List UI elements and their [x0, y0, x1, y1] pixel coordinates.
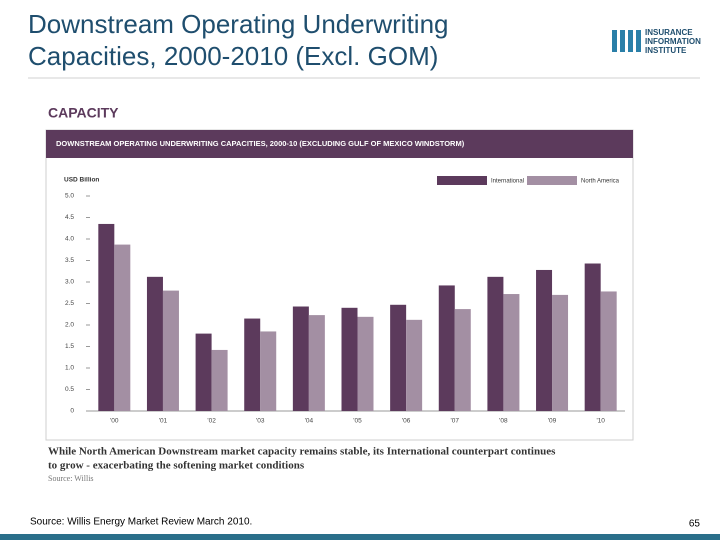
- y-tick-label: 0: [70, 408, 74, 415]
- logo: INSURANCE INFORMATION INSTITUTE: [612, 28, 701, 55]
- y-tick-label: 2.0: [65, 322, 74, 329]
- caption: to grow - exacerbating the softening mar…: [48, 460, 305, 472]
- y-axis-label: USD Billion: [64, 177, 99, 184]
- x-tick-label: '08: [499, 418, 508, 425]
- bar: [552, 294, 569, 411]
- bar: [503, 294, 520, 411]
- bar: [244, 318, 261, 411]
- x-tick-label: '03: [256, 418, 265, 425]
- bar: [260, 331, 277, 411]
- y-tick-label: 2.5: [65, 300, 74, 307]
- bar: [438, 285, 455, 411]
- bar: [536, 269, 553, 411]
- bar: [98, 223, 115, 411]
- x-tick-label: '06: [402, 418, 411, 425]
- logo-bar: [612, 30, 617, 52]
- logo-text: INFORMATION: [645, 37, 701, 46]
- chart-header: [46, 130, 633, 158]
- chart-title: DOWNSTREAM OPERATING UNDERWRITING CAPACI…: [56, 139, 465, 148]
- legend-swatch: [527, 176, 577, 185]
- bar: [195, 333, 212, 411]
- bar: [600, 291, 617, 411]
- logo-bar: [636, 30, 641, 52]
- y-tick-label: 1.0: [65, 365, 74, 372]
- x-tick-label: '10: [596, 418, 605, 425]
- bar: [357, 316, 374, 411]
- page-number: 65: [689, 519, 701, 530]
- logo-bar: [620, 30, 625, 52]
- y-tick-label: 4.0: [65, 236, 74, 243]
- bar: [162, 290, 179, 411]
- section-label: CAPACITY: [48, 105, 119, 121]
- bar: [584, 263, 601, 411]
- logo-bar: [628, 30, 633, 52]
- slide-title: Downstream Operating Underwriting: [28, 9, 449, 39]
- bar: [341, 307, 358, 411]
- bar: [454, 309, 471, 411]
- legend-label: International: [491, 179, 524, 185]
- legend-label: North America: [581, 179, 620, 185]
- x-tick-label: '09: [548, 418, 557, 425]
- bar: [487, 276, 504, 411]
- logo-text: INSTITUTE: [645, 46, 687, 55]
- slide-source: Source: Willis Energy Market Review Marc…: [30, 517, 252, 528]
- bar: [146, 276, 163, 411]
- y-tick-label: 4.5: [65, 214, 74, 221]
- footer-band: [0, 534, 720, 540]
- bar: [406, 319, 423, 411]
- x-tick-label: '01: [159, 418, 168, 425]
- bar: [292, 306, 309, 411]
- x-tick-label: '04: [305, 418, 314, 425]
- bar: [114, 244, 131, 411]
- slide-title: Capacities, 2000-2010 (Excl. GOM): [28, 41, 438, 71]
- y-tick-label: 1.5: [65, 343, 74, 350]
- legend-swatch: [437, 176, 487, 185]
- bar: [211, 349, 228, 411]
- chart-source: Source: Willis: [48, 474, 94, 483]
- y-tick-label: 3.5: [65, 257, 74, 264]
- x-tick-label: '00: [110, 418, 119, 425]
- y-tick-label: 0.5: [65, 386, 74, 393]
- y-tick-label: 5.0: [65, 193, 74, 200]
- logo-text: INSURANCE: [645, 28, 693, 37]
- x-tick-label: '05: [353, 418, 362, 425]
- y-tick-label: 3.0: [65, 279, 74, 286]
- bar: [390, 304, 407, 411]
- bar: [308, 315, 325, 411]
- x-tick-label: '07: [451, 418, 460, 425]
- caption: While North American Downstream market c…: [48, 446, 556, 458]
- x-tick-label: '02: [207, 418, 216, 425]
